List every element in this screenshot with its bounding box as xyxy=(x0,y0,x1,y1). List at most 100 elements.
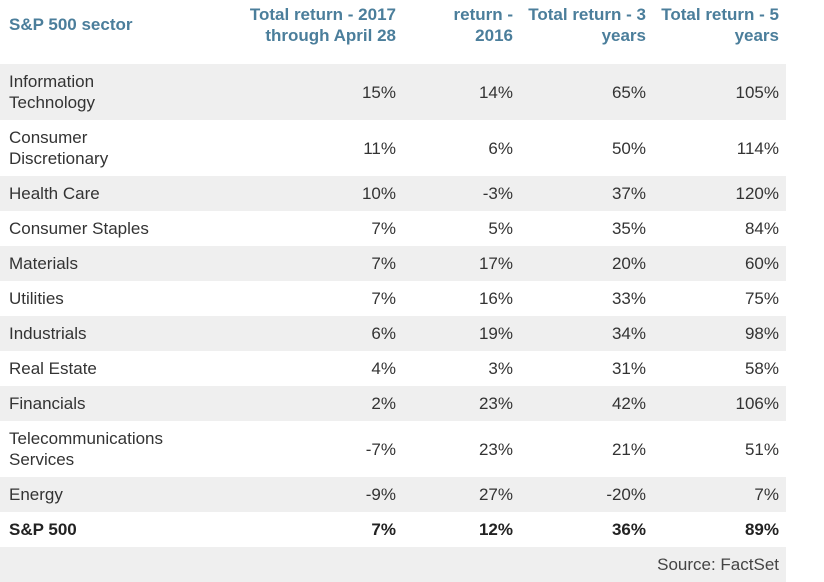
sector-cell-text: Financials xyxy=(9,394,86,413)
value-cell-text: 4% xyxy=(371,359,396,378)
value-cell: 7% xyxy=(205,246,403,281)
value-cell: 7% xyxy=(205,281,403,316)
data-row: Consumer Staples 7% 5% 35% 84% xyxy=(0,211,786,246)
value-cell: 50% xyxy=(520,120,653,176)
value-cell-text: 35% xyxy=(611,219,646,238)
value-cell: -9% xyxy=(205,477,403,512)
sector-cell-text: Telecommunications Services xyxy=(9,429,164,469)
value-cell: 2% xyxy=(205,386,403,421)
value-cell: -7% xyxy=(205,421,403,477)
sector-cell-text: Real Estate xyxy=(9,359,97,378)
header-cell: S&P 500 sector xyxy=(0,0,205,64)
value-cell-text: 42% xyxy=(611,394,646,413)
value-cell: 19% xyxy=(403,316,520,351)
value-cell-text: 37% xyxy=(611,184,646,203)
value-cell: 60% xyxy=(653,246,786,281)
value-cell: 98% xyxy=(653,316,786,351)
value-cell-text: 114% xyxy=(736,138,779,158)
header-cell-text: Total return - 5 years xyxy=(661,5,779,45)
value-cell: 33% xyxy=(520,281,653,316)
sector-cell: Information Technology xyxy=(0,64,205,120)
value-cell-text: 106% xyxy=(735,394,779,413)
header-cell: Total return - 2017 through April 28 xyxy=(205,0,403,64)
value-cell-text: 20% xyxy=(611,254,646,273)
value-cell-text: 60% xyxy=(744,254,779,273)
sector-cell-text: Consumer Discretionary xyxy=(9,128,109,168)
sector-cell: Financials xyxy=(0,386,205,421)
source: Source: FactSet xyxy=(657,555,779,574)
value-cell-text: 75% xyxy=(744,289,779,308)
value-cell: 21% xyxy=(520,421,653,477)
value-cell: 106% xyxy=(653,386,786,421)
value-cell-text: 105% xyxy=(735,82,779,102)
sector-cell: Materials xyxy=(0,246,205,281)
value-cell-text: 65% xyxy=(611,82,646,102)
sector-cell: Industrials xyxy=(0,316,205,351)
value-cell-text: 31% xyxy=(611,359,646,378)
value-cell-text: 7% xyxy=(371,520,396,539)
value-cell: 4% xyxy=(205,351,403,386)
value-cell: 6% xyxy=(205,316,403,351)
returns-table: S&P 500 sector Total return - 2017 throug… xyxy=(0,0,786,582)
value-cell-text: 19% xyxy=(478,324,513,343)
sector-cell-text: S&P 500 xyxy=(9,520,77,539)
value-cell-text: 89% xyxy=(744,520,779,539)
value-cell: 105% xyxy=(653,64,786,120)
value-cell-text: 7% xyxy=(754,485,779,504)
value-cell-text: 16% xyxy=(478,289,513,308)
value-cell: 5% xyxy=(403,211,520,246)
sector-cell-text: Utilities xyxy=(9,289,64,308)
value-cell-text: 7% xyxy=(371,254,396,273)
value-cell: 120% xyxy=(653,176,786,211)
value-cell-text: 120% xyxy=(735,184,779,203)
value-cell-text: 34% xyxy=(611,324,646,343)
value-cell: 12% xyxy=(403,512,520,547)
sector-cell-text: Consumer Staples xyxy=(9,219,149,238)
value-cell-text: 15% xyxy=(361,82,396,102)
header-cell-text: Total return - 3 years xyxy=(528,5,646,45)
value-cell-text: -7% xyxy=(365,439,396,459)
value-cell: 7% xyxy=(205,512,403,547)
value-cell-text: 6% xyxy=(488,138,513,158)
value-cell: 7% xyxy=(653,477,786,512)
value-cell-text: 51% xyxy=(744,439,779,459)
sector-cell-text: Materials xyxy=(9,254,78,273)
value-cell: 23% xyxy=(403,386,520,421)
value-cell: 14% xyxy=(403,64,520,120)
data-row: Materials 7% 17% 20% 60% xyxy=(0,246,786,281)
value-cell-text: 3% xyxy=(488,359,513,378)
value-cell: 58% xyxy=(653,351,786,386)
value-cell-text: 33% xyxy=(611,289,646,308)
header-cell: Total return - 3 years xyxy=(520,0,653,64)
value-cell-text: 58% xyxy=(744,359,779,378)
value-cell-text: 23% xyxy=(478,394,513,413)
value-cell-text: 27% xyxy=(478,485,513,504)
value-cell-text: 21% xyxy=(611,439,646,459)
value-cell: 31% xyxy=(520,351,653,386)
value-cell: 65% xyxy=(520,64,653,120)
sector-cell-text: Information Technology xyxy=(9,72,96,112)
value-cell: 15% xyxy=(205,64,403,120)
data-row: Financials 2% 23% 42% 106% xyxy=(0,386,786,421)
value-cell: 27% xyxy=(403,477,520,512)
value-cell: 37% xyxy=(520,176,653,211)
value-cell-text: 50% xyxy=(611,138,646,158)
total-row: S&P 500 7% 12% 36% 89% xyxy=(0,512,786,547)
value-cell-text: 11% xyxy=(363,138,396,158)
sector-cell: Real Estate xyxy=(0,351,205,386)
header-cell: Total return - 5 years xyxy=(653,0,786,64)
value-cell: 42% xyxy=(520,386,653,421)
value-cell: 23% xyxy=(403,421,520,477)
value-cell-text: -20% xyxy=(606,485,646,504)
value-cell-text: -3% xyxy=(482,184,513,203)
value-cell-text: 14% xyxy=(478,82,513,102)
value-cell: 34% xyxy=(520,316,653,351)
value-cell-text: 98% xyxy=(744,324,779,343)
value-cell: 89% xyxy=(653,512,786,547)
value-cell: -20% xyxy=(520,477,653,512)
value-cell-text: 7% xyxy=(371,289,396,308)
source-row: Source: FactSet xyxy=(0,547,786,582)
header-row: S&P 500 sector Total return - 2017 throug… xyxy=(0,0,786,64)
value-cell: 75% xyxy=(653,281,786,316)
